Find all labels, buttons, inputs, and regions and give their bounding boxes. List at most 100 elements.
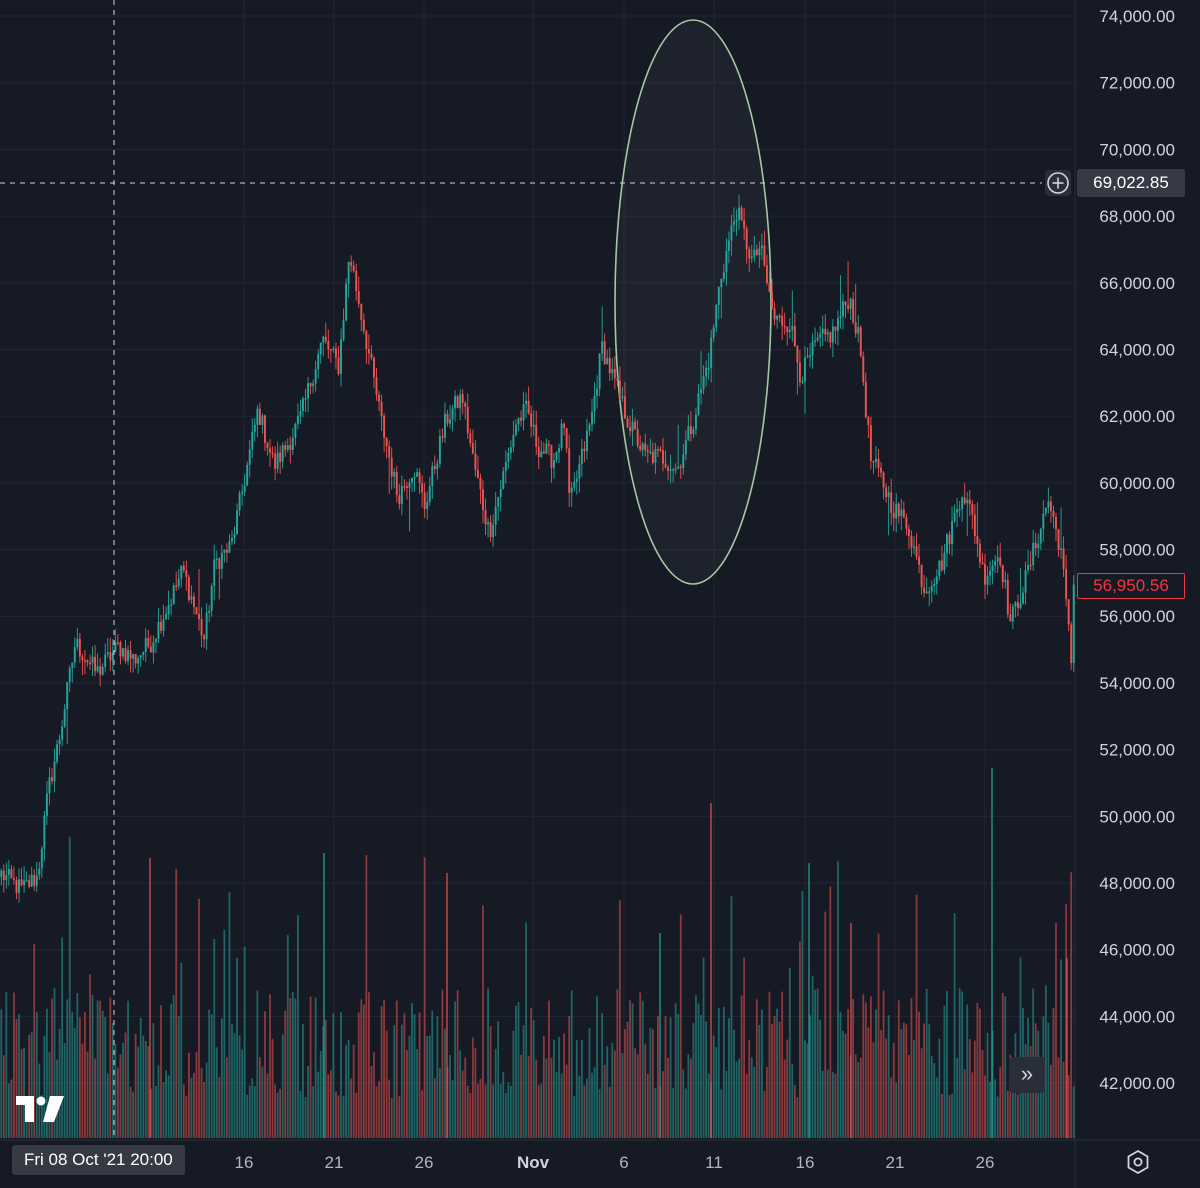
candle-body — [1039, 528, 1042, 544]
candle-body — [1019, 603, 1022, 609]
volume-bar — [553, 1039, 555, 1138]
settings-hexagon-icon[interactable] — [1124, 1148, 1152, 1176]
candle-body — [438, 436, 441, 464]
volume-bar — [646, 1073, 649, 1138]
candle-body — [45, 793, 48, 816]
volume-bar — [66, 999, 69, 1138]
volume-bar — [101, 1010, 104, 1138]
volume-bar — [743, 957, 746, 1138]
volume-bar — [91, 994, 94, 1138]
volume-bar — [540, 1083, 543, 1138]
volume-bar — [264, 1011, 266, 1138]
candle-body — [2, 870, 5, 881]
candle-body — [905, 517, 908, 529]
volume-bar — [946, 991, 948, 1138]
candle-body — [710, 337, 713, 368]
price-axis[interactable]: 74,000.00 72,000.00 70,000.00 68,000.00 66,0… — [1099, 7, 1175, 1093]
candle-body — [514, 424, 517, 435]
volume-bar — [908, 1055, 910, 1138]
volume-bar — [231, 1024, 233, 1138]
volume-bar — [160, 1005, 162, 1138]
candle-body — [943, 552, 946, 571]
candle-body — [961, 497, 964, 509]
candle-body — [667, 467, 670, 471]
tradingview-logo-icon[interactable] — [16, 1096, 64, 1122]
add-alert-plus-icon[interactable] — [1045, 170, 1071, 196]
volume-bar — [444, 1028, 446, 1138]
volume-bar — [981, 1050, 984, 1138]
candle-body — [553, 460, 555, 468]
candle-body — [25, 880, 28, 882]
volume-bar — [679, 914, 682, 1138]
candle-body — [966, 499, 969, 504]
time-tick-label: 16 — [235, 1153, 254, 1172]
candle-body — [203, 635, 206, 640]
time-axis[interactable]: 16 21 26 Nov 6 11 16 21 26 — [235, 1153, 995, 1172]
candle-body — [880, 467, 883, 473]
candle-body — [142, 652, 145, 656]
candle-body — [700, 389, 702, 394]
price-tick-label: 66,000.00 — [1099, 274, 1175, 293]
volume-bar — [854, 1054, 857, 1138]
candle-body — [393, 471, 396, 477]
volume-bar — [132, 1091, 134, 1138]
volume-bar — [271, 1038, 274, 1138]
candle-body — [1070, 624, 1073, 663]
volume-bar — [591, 1072, 593, 1138]
candle-body — [809, 355, 812, 357]
volume-bar — [251, 1078, 254, 1138]
candle-body — [1006, 580, 1009, 615]
volume-bar — [18, 1014, 20, 1138]
candle-body — [210, 585, 213, 611]
volume-bar — [705, 1021, 707, 1138]
candle-body — [263, 415, 266, 443]
volume-bar — [71, 1011, 74, 1138]
volume-bar — [53, 988, 56, 1138]
volume-bar — [1050, 1064, 1052, 1138]
candle-body — [869, 425, 872, 462]
scroll-to-realtime-button[interactable]: » — [1009, 1057, 1045, 1093]
candle-body — [405, 486, 408, 488]
candle-body — [776, 315, 779, 320]
candle-body — [165, 613, 168, 620]
volume-bar — [499, 1083, 502, 1138]
candle-body — [933, 583, 936, 586]
candle-body — [86, 660, 89, 663]
candle-body — [542, 451, 545, 454]
volume-bar — [1055, 923, 1057, 1138]
volume-bar — [811, 975, 814, 1138]
candle-body — [360, 303, 363, 320]
candle-body — [629, 427, 632, 432]
volume-bar — [512, 1030, 515, 1138]
candle-body — [606, 357, 609, 365]
volume-bar — [274, 1084, 276, 1138]
volume-bar — [406, 1050, 408, 1138]
candle-body — [596, 388, 599, 396]
volume-bar — [335, 1091, 337, 1138]
candle-body — [279, 452, 282, 462]
price-tick-label: 56,000.00 — [1099, 607, 1175, 626]
volume-bar — [492, 1084, 495, 1138]
volume-bar — [555, 1071, 558, 1138]
volume-bar — [215, 1047, 218, 1138]
candle-body — [547, 443, 550, 446]
volume-bar — [236, 957, 238, 1138]
candle-body — [499, 488, 502, 498]
volume-bar — [286, 934, 289, 1138]
candle-body — [127, 650, 129, 662]
candle-body — [765, 265, 768, 283]
candle-body — [213, 559, 216, 586]
volume-bar — [482, 905, 484, 1138]
volume-bar — [347, 1039, 350, 1138]
candle-body — [1032, 542, 1035, 566]
candle-body — [459, 394, 462, 409]
volume-bar — [78, 1017, 81, 1138]
candle-body — [23, 880, 26, 886]
candle-body — [892, 513, 895, 519]
volume-bar — [606, 1046, 609, 1138]
candle-body — [669, 469, 672, 472]
candle-body — [821, 328, 824, 334]
candle-body — [35, 875, 38, 886]
candle-body — [408, 482, 411, 488]
